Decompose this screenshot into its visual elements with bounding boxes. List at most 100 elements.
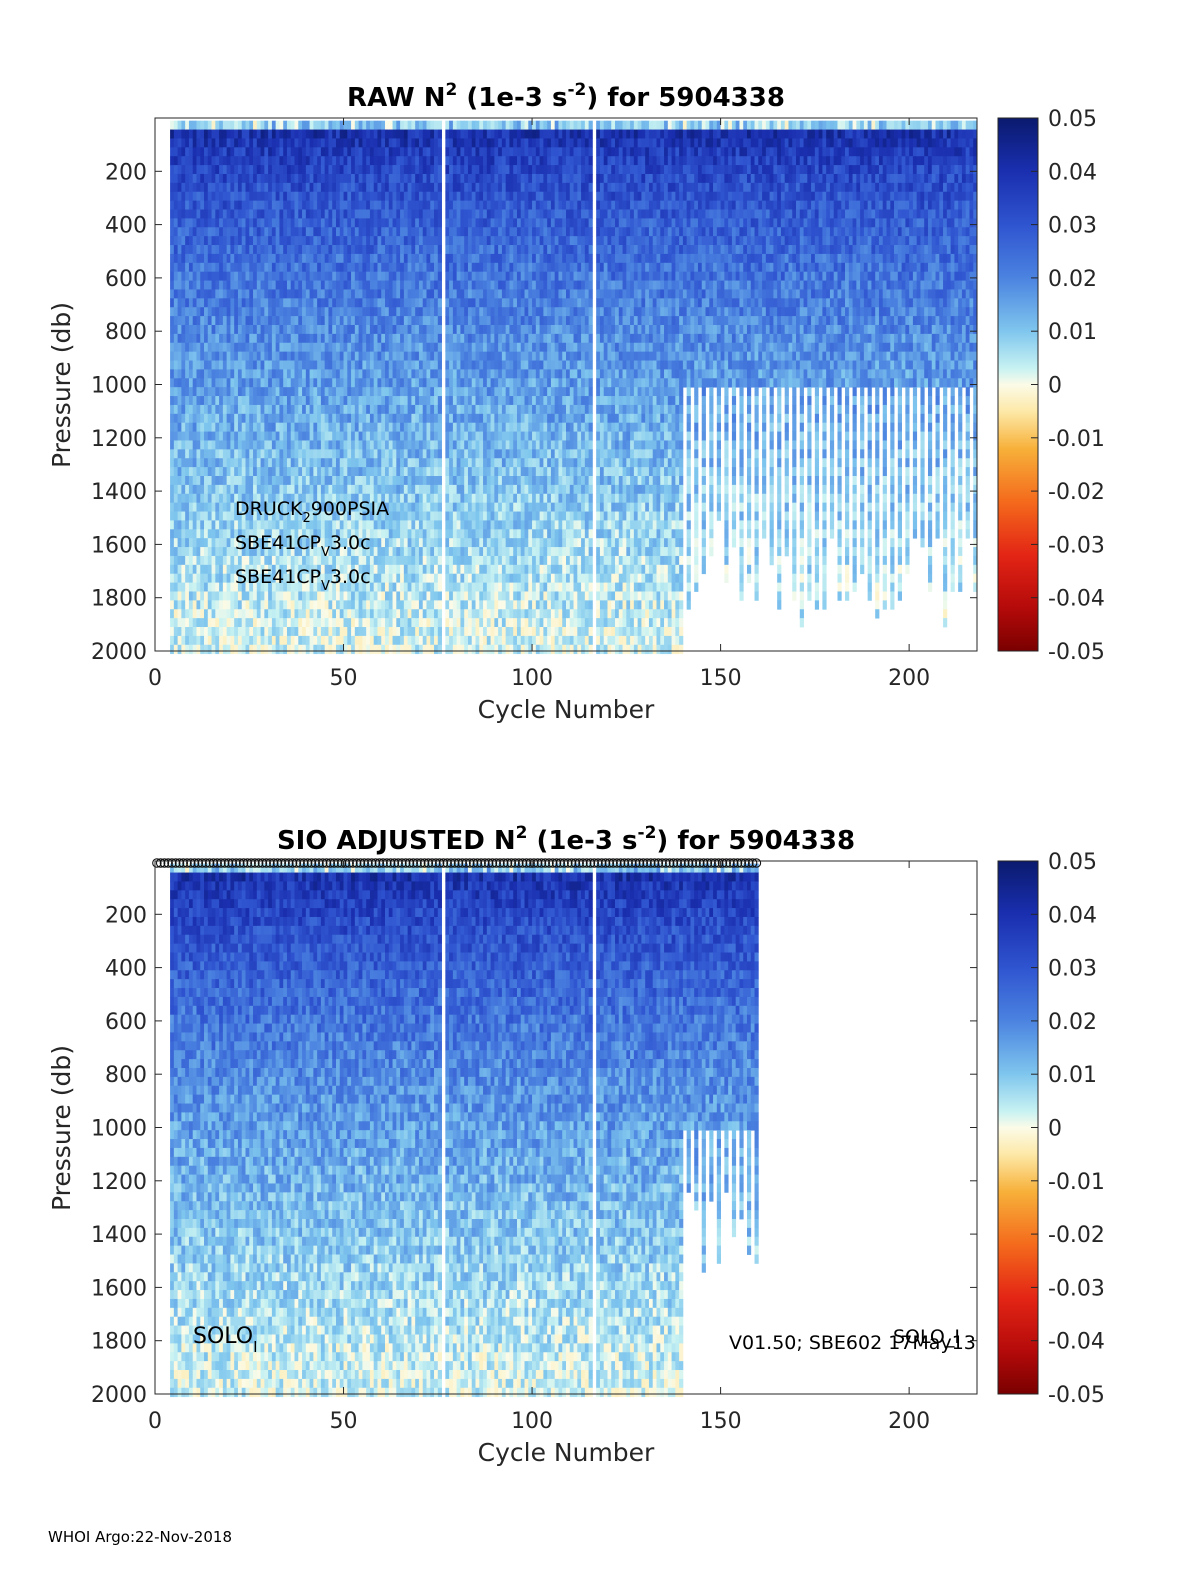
heatmap-cell (249, 360, 254, 370)
heatmap-cell (264, 582, 269, 592)
heatmap-cell (332, 316, 337, 326)
heatmap-cell (400, 262, 405, 273)
heatmap-cell (241, 591, 246, 601)
heatmap-cell (234, 635, 239, 646)
heatmap-cell (264, 253, 269, 264)
heatmap-cell (226, 564, 231, 575)
heatmap-cell (279, 324, 284, 335)
heatmap-cell (302, 396, 307, 406)
heatmap-cell (222, 129, 228, 139)
heatmap-cell (381, 458, 386, 468)
heatmap-cell (253, 156, 258, 166)
heatmap-cell (275, 511, 280, 521)
heatmap-cell (373, 218, 378, 228)
heatmap-cell (449, 582, 454, 592)
heatmap-cell (377, 369, 382, 379)
heatmap-cell (332, 538, 337, 548)
heatmap-cell (479, 227, 484, 237)
heatmap-cell (264, 156, 269, 166)
heatmap-cell (268, 236, 273, 246)
heatmap-cell (358, 209, 363, 219)
heatmap-cell (385, 484, 390, 495)
heatmap-cell (339, 396, 344, 406)
heatmap-cell (362, 458, 367, 468)
heatmap-cell (320, 182, 326, 193)
heatmap-cell (211, 369, 216, 379)
heatmap-cell (324, 245, 329, 255)
heatmap-cell (332, 200, 337, 210)
heatmap-cell (434, 440, 439, 450)
heatmap-cell (324, 582, 329, 592)
heatmap-cell (290, 396, 295, 406)
heatmap-cell (392, 369, 397, 379)
heatmap-cell (362, 644, 367, 655)
heatmap-cell (475, 493, 480, 504)
heatmap-cell (219, 262, 224, 273)
heatmap-cell (260, 440, 265, 450)
heatmap-cell (196, 271, 201, 281)
heatmap-cell (253, 307, 258, 317)
heatmap-cell (286, 627, 292, 637)
heatmap-cell (249, 484, 254, 495)
heatmap-cell (358, 307, 363, 317)
heatmap-cell (283, 573, 288, 583)
heatmap-cell (411, 129, 416, 139)
heatmap-cell (219, 520, 224, 530)
heatmap-cell (452, 564, 458, 575)
heatmap-cell (256, 467, 261, 477)
heatmap-cell (313, 120, 318, 130)
heatmap-cell (249, 413, 254, 424)
heatmap-cell (426, 253, 431, 264)
heatmap-cell (456, 316, 461, 326)
heatmap-cell (343, 333, 348, 344)
heatmap-cell (230, 182, 235, 193)
heatmap-cell (400, 644, 405, 655)
heatmap-cell (290, 564, 295, 575)
heatmap-cell (415, 253, 420, 264)
heatmap-cell (343, 600, 348, 610)
heatmap-cell (181, 182, 186, 193)
heatmap-cell (181, 138, 186, 148)
heatmap-cell (268, 173, 273, 184)
heatmap-cell (347, 369, 352, 379)
heatmap-cell (415, 627, 420, 637)
heatmap-cell (396, 209, 401, 219)
heatmap-cell (426, 609, 431, 619)
heatmap-cell (434, 333, 439, 344)
heatmap-cell (170, 422, 175, 432)
heatmap-cell (377, 209, 382, 219)
heatmap-cell (313, 458, 318, 468)
heatmap-cell (426, 173, 431, 184)
heatmap-cell (204, 404, 209, 415)
heatmap-cell (253, 378, 258, 388)
heatmap-cell (449, 547, 454, 557)
heatmap-cell (407, 351, 412, 361)
heatmap-cell (467, 547, 473, 557)
heatmap-cell (256, 493, 261, 504)
heatmap-cell (283, 538, 288, 548)
heatmap-cell (396, 511, 401, 521)
heatmap-cell (373, 396, 378, 406)
heatmap-cell (177, 564, 182, 575)
heatmap-cell (313, 378, 318, 388)
heatmap-cell (396, 271, 401, 281)
heatmap-cell (400, 253, 405, 264)
heatmap-cell (253, 138, 258, 148)
heatmap-cell (320, 369, 326, 379)
heatmap-cell (415, 591, 420, 601)
heatmap-cell (283, 191, 288, 202)
heatmap-cell (222, 618, 228, 628)
heatmap-cell (245, 564, 250, 575)
heatmap-cell (392, 156, 397, 166)
heatmap-cell (362, 218, 367, 228)
heatmap-cell (200, 245, 205, 255)
heatmap-cell (298, 387, 303, 397)
heatmap-cell (207, 644, 212, 655)
heatmap-cell (256, 484, 261, 495)
heatmap-cell (188, 413, 194, 424)
heatmap-cell (234, 600, 239, 610)
heatmap-cell (400, 511, 405, 521)
heatmap-cell (479, 511, 484, 521)
heatmap-cell (173, 511, 179, 521)
heatmap-cell (415, 369, 420, 379)
